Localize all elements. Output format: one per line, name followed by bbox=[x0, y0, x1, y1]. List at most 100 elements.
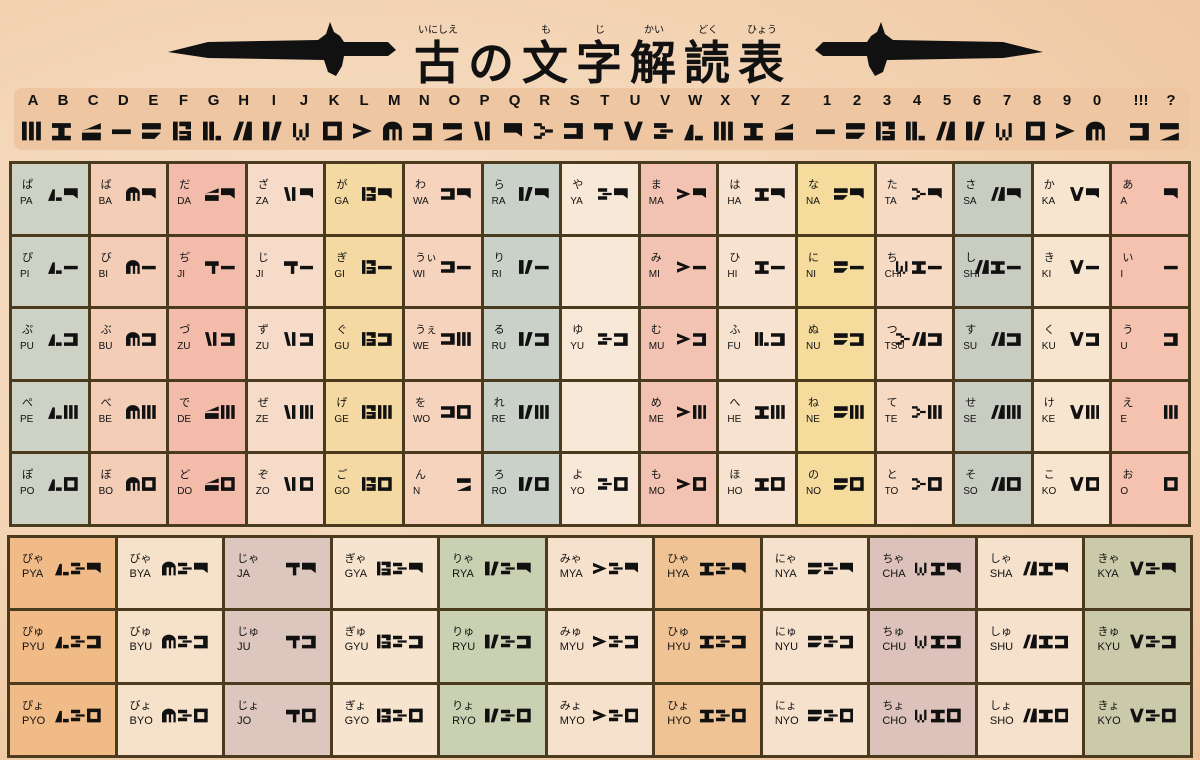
kana-label: が bbox=[336, 178, 348, 191]
kana-cell-zu: ず ZU bbox=[247, 309, 324, 379]
cipher-letter: E bbox=[148, 92, 159, 109]
romaji-label: RYO bbox=[452, 714, 476, 727]
kana-cell-pi: ぴ PI bbox=[12, 236, 88, 307]
ancient-glyph-icon bbox=[592, 636, 639, 649]
kana-cell-byu: びゅ BYU bbox=[117, 611, 223, 682]
cipher-letter: 3 bbox=[882, 92, 892, 109]
kana-label: ぶ bbox=[100, 323, 112, 337]
romaji-label: GI bbox=[334, 268, 345, 280]
kana-label: か bbox=[1043, 178, 1055, 191]
cipher-letter: Z bbox=[780, 92, 791, 109]
kana-cell-pa: ぱ PA bbox=[12, 164, 88, 234]
romaji-label: ZU bbox=[255, 341, 270, 353]
kana-cell-na: な NA bbox=[797, 164, 874, 234]
cipher-glyph-icon bbox=[593, 123, 613, 141]
kana-cell-ja: じゃ JA bbox=[225, 538, 330, 609]
kana-label: ほ bbox=[729, 468, 741, 482]
ancient-glyph-icon bbox=[755, 260, 785, 274]
kana-label: ん bbox=[414, 468, 426, 482]
ancient-glyph-icon bbox=[54, 636, 101, 649]
ancient-glyph-icon bbox=[912, 404, 943, 419]
cipher-letter: O bbox=[448, 92, 461, 109]
romaji-label: JI bbox=[177, 268, 185, 280]
romaji-label: GYA bbox=[344, 568, 368, 580]
romaji-label: SO bbox=[963, 486, 978, 498]
romaji-label: PA bbox=[20, 196, 33, 207]
ancient-glyph-icon bbox=[205, 332, 235, 347]
romaji-label: GU bbox=[334, 341, 350, 353]
ancient-glyph-icon bbox=[1022, 561, 1069, 576]
ancient-glyph-icon bbox=[896, 260, 943, 274]
ancient-glyph-icon bbox=[1130, 561, 1176, 576]
cipher-glyph-icon bbox=[624, 121, 643, 141]
cipher-glyph-icon bbox=[323, 121, 342, 141]
romaji-label: SHI bbox=[963, 268, 980, 280]
ancient-glyph-icon bbox=[1164, 477, 1178, 492]
kana-label: ぢ bbox=[179, 250, 191, 264]
romaji-label: MYO bbox=[559, 714, 585, 727]
cipher-glyph-icon bbox=[533, 123, 553, 139]
ancient-glyph-icon bbox=[283, 404, 314, 419]
kana-cell-go: ご GO bbox=[326, 454, 402, 524]
kana-cell-myu: みゅ MYU bbox=[547, 611, 653, 682]
romaji-label: HA bbox=[727, 196, 742, 207]
romaji-label: KYO bbox=[1097, 714, 1121, 727]
kana-label: む bbox=[650, 323, 662, 337]
kana-cell-ra: ら RA bbox=[483, 164, 560, 234]
romaji-label: BYO bbox=[129, 714, 153, 727]
title-kanji: 字 bbox=[576, 36, 624, 90]
kana-cell-wi: うぃ WI bbox=[404, 236, 481, 307]
ancient-glyph-icon bbox=[362, 187, 392, 201]
ancient-glyph-icon bbox=[991, 332, 1021, 347]
kana-label: た bbox=[886, 178, 898, 191]
title-ruby: いにしえ bbox=[418, 25, 458, 36]
cipher-glyph-icon bbox=[1130, 123, 1149, 141]
title-ruby: も bbox=[541, 25, 551, 36]
kana-label: ぴょ bbox=[22, 698, 44, 712]
kana-cell-ya: や YA bbox=[562, 164, 638, 234]
romaji-label: WE bbox=[412, 341, 430, 353]
romaji-label: KO bbox=[1041, 486, 1057, 498]
kana-cell-ka: か KA bbox=[1033, 164, 1110, 234]
kana-cell-we: うぇ WE bbox=[404, 309, 481, 379]
ancient-glyph-icon bbox=[807, 636, 854, 649]
ancient-glyph-icon bbox=[755, 477, 785, 492]
kana-label: ば bbox=[100, 178, 112, 191]
kana-cell-mi: み MI bbox=[640, 236, 717, 307]
romaji-label: KE bbox=[1041, 413, 1056, 425]
ancient-glyph-icon bbox=[205, 260, 235, 274]
kana-cell-gyu: ぎゅ GYU bbox=[332, 611, 438, 682]
ancient-glyph-icon bbox=[126, 259, 157, 274]
kana-cell-nu: ぬ NU bbox=[797, 309, 874, 379]
kana-label: みゅ bbox=[559, 625, 582, 639]
romaji-label: PU bbox=[20, 341, 34, 353]
kana-label: り bbox=[493, 250, 505, 264]
ancient-glyph-icon bbox=[1164, 265, 1178, 269]
kana-cell-pya: ぴゃ PYA bbox=[10, 538, 115, 609]
kana-label: さ bbox=[965, 178, 977, 191]
kana-label: け bbox=[1043, 395, 1055, 409]
cipher-letter: 4 bbox=[912, 92, 922, 109]
ancient-glyph-icon bbox=[485, 708, 531, 723]
cipher-letter: 0 bbox=[1092, 92, 1102, 109]
ancient-glyph-icon bbox=[47, 404, 78, 419]
ancient-glyph-icon bbox=[47, 477, 78, 492]
kana-cell-sha: しゃ SHA bbox=[977, 538, 1083, 609]
kana-label: て bbox=[886, 395, 898, 409]
kana-label: ま bbox=[650, 178, 662, 191]
kana-cell-ha: は HA bbox=[719, 164, 795, 234]
kana-main-table: ぱ PA ば BA だ DA ざ ZA が GA わ WA ら RA や YA ま MA は HA な NA た TA さ SA か… bbox=[9, 161, 1191, 527]
kana-label: く bbox=[1043, 323, 1055, 337]
kana-cell-gyo: ぎょ GYO bbox=[332, 684, 438, 755]
kana-cell-sho: しょ SHO bbox=[977, 684, 1083, 755]
cipher-glyph-icon bbox=[142, 123, 162, 139]
cipher-glyph-icon bbox=[52, 123, 71, 141]
kana-cell-re: れ RE bbox=[483, 381, 560, 452]
romaji-label: SA bbox=[963, 196, 977, 207]
romaji-label: PE bbox=[20, 413, 34, 425]
kana-cell-gi: ぎ GI bbox=[326, 236, 402, 307]
cipher-letter: F bbox=[178, 92, 189, 109]
kana-label: きゃ bbox=[1097, 552, 1120, 565]
